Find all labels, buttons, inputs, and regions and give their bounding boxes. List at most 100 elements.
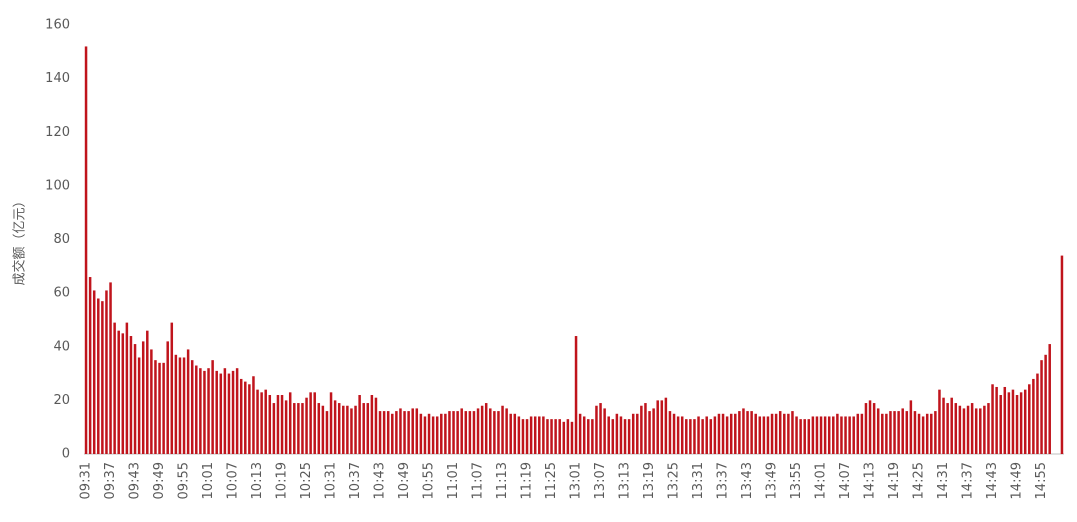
bar (660, 400, 664, 454)
bar (778, 411, 782, 454)
bar (101, 301, 104, 454)
bar (411, 408, 414, 454)
bar (533, 416, 537, 454)
x-tick-label: 14:55 (1034, 462, 1049, 499)
bar (92, 290, 96, 454)
bar (525, 419, 529, 454)
x-tick-label: 10:07 (226, 462, 241, 499)
bar (648, 411, 651, 454)
y-tick-label: 120 (45, 125, 70, 140)
bar (276, 395, 280, 454)
bar (546, 419, 549, 454)
bar (689, 419, 692, 454)
bar (627, 419, 631, 454)
bar (1028, 384, 1031, 454)
bar (644, 403, 647, 454)
bar (1036, 373, 1039, 454)
bar (872, 403, 876, 454)
bar (374, 397, 378, 454)
x-tick-label: 14:43 (985, 462, 1000, 499)
bar (529, 416, 533, 454)
bar (264, 389, 267, 454)
bar (925, 413, 929, 454)
bar (415, 408, 419, 454)
bar (938, 389, 941, 454)
bar (783, 413, 786, 454)
y-tick-label: 60 (53, 286, 70, 301)
bar (623, 419, 627, 454)
x-tick-label: 13:43 (740, 462, 755, 499)
bar (1015, 395, 1019, 454)
y-tick-label: 100 (45, 178, 70, 193)
bar (227, 373, 231, 454)
bar (288, 392, 292, 454)
x-tick-label: 13:49 (765, 462, 780, 499)
bar (203, 370, 206, 454)
bar (787, 413, 790, 454)
bar (97, 298, 100, 454)
bar (309, 392, 312, 454)
bar (1007, 392, 1011, 454)
x-tick-label: 11:25 (544, 462, 559, 499)
bar (199, 368, 202, 454)
bar (186, 349, 190, 454)
bar (717, 413, 721, 454)
bar (615, 413, 619, 454)
bar (897, 411, 900, 454)
x-tick-label: 14:07 (838, 462, 853, 499)
x-tick-label: 10:31 (324, 462, 339, 499)
bar (934, 411, 937, 454)
y-tick-label: 140 (45, 71, 70, 86)
x-tick-label: 13:25 (667, 462, 682, 499)
bar (84, 46, 88, 454)
bar (762, 416, 766, 454)
bar (742, 408, 745, 454)
x-tick-label: 13:37 (716, 462, 731, 499)
x-tick-label: 10:37 (348, 462, 363, 499)
bar (321, 405, 325, 454)
bar (607, 416, 610, 454)
bar (713, 416, 717, 454)
bar (827, 416, 831, 454)
bar (987, 403, 990, 454)
bar (505, 408, 508, 454)
bar (1048, 344, 1051, 454)
bar (137, 357, 141, 454)
bar (366, 403, 370, 454)
bar (832, 416, 835, 454)
bar (346, 405, 349, 454)
bar (799, 419, 802, 454)
bar (154, 360, 157, 454)
bar (868, 400, 872, 454)
bar (881, 413, 884, 454)
bar (272, 403, 276, 454)
bar (913, 411, 917, 454)
bar (431, 416, 435, 454)
bar (725, 416, 729, 454)
bar (819, 416, 823, 454)
bar (979, 408, 982, 454)
bar (211, 360, 214, 454)
bar (721, 413, 725, 454)
bar (795, 416, 798, 454)
bar (836, 413, 839, 454)
bar (362, 403, 365, 454)
bar (215, 370, 218, 454)
bar (182, 357, 186, 454)
x-tick-label: 09:43 (128, 462, 143, 499)
bar (889, 411, 892, 454)
x-tick-label: 11:01 (446, 462, 461, 499)
bar (807, 419, 811, 454)
bar (464, 411, 468, 454)
bar (333, 400, 337, 454)
bar (284, 400, 288, 454)
bar (754, 413, 757, 454)
bar (705, 416, 708, 454)
bar (962, 408, 966, 454)
bar (676, 416, 680, 454)
bar (603, 408, 606, 454)
bar (758, 416, 762, 454)
bar (840, 416, 843, 454)
bar (141, 341, 145, 454)
